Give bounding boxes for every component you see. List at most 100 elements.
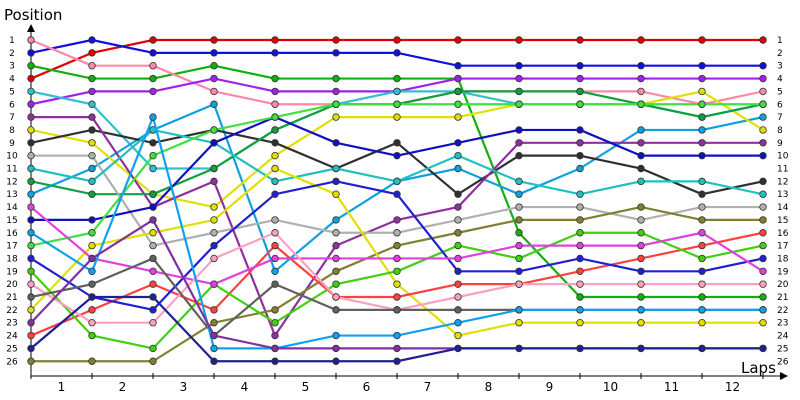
data-point — [698, 190, 706, 198]
data-point — [27, 344, 35, 353]
data-point — [454, 74, 462, 83]
y-tick-left: 7 — [9, 113, 15, 123]
data-point — [637, 87, 645, 96]
x-tick-label: 10 — [603, 380, 618, 394]
data-point — [88, 177, 96, 186]
data-point — [637, 126, 645, 134]
series-1 — [27, 36, 767, 83]
y-axis-arrow — [27, 24, 35, 32]
data-point — [759, 177, 767, 186]
y-tick-left: 8 — [9, 126, 15, 136]
data-point — [759, 241, 767, 250]
data-point — [393, 293, 401, 301]
series-16 — [27, 100, 767, 250]
data-point — [454, 254, 462, 263]
series-19 — [27, 229, 767, 353]
data-point — [88, 113, 96, 121]
data-point — [515, 306, 523, 314]
data-point — [27, 87, 35, 96]
data-point — [576, 306, 584, 314]
series-line — [31, 115, 763, 221]
data-point — [759, 344, 767, 353]
data-point — [637, 74, 645, 83]
data-point — [149, 139, 157, 147]
data-point — [88, 139, 96, 147]
y-tick-left: 23 — [6, 319, 17, 329]
data-point — [149, 241, 157, 250]
y-tick-left: 25 — [6, 344, 17, 354]
data-point — [332, 344, 340, 353]
data-point — [88, 254, 96, 263]
data-point — [332, 254, 340, 263]
data-point — [637, 36, 645, 44]
y-tick-right: 8 — [777, 126, 783, 136]
data-point — [454, 87, 462, 96]
data-point — [515, 61, 523, 70]
data-point — [637, 229, 645, 237]
data-point — [576, 61, 584, 70]
data-point — [27, 190, 35, 198]
data-point — [271, 87, 279, 96]
data-point — [576, 151, 584, 160]
data-point — [576, 139, 584, 147]
series-line — [30, 231, 764, 350]
y-tick-right: 23 — [777, 319, 788, 329]
y-tick-right: 25 — [777, 344, 788, 354]
data-point — [393, 267, 401, 275]
data-point — [210, 254, 218, 263]
data-point — [759, 319, 767, 327]
data-point — [576, 164, 584, 173]
data-point — [698, 126, 706, 134]
data-point — [759, 306, 767, 314]
series-20 — [27, 177, 767, 314]
data-point — [759, 87, 767, 96]
data-point — [271, 49, 279, 57]
data-point — [27, 306, 35, 314]
y-axis-title: Position — [4, 6, 62, 24]
y-tick-left: 24 — [6, 332, 18, 342]
data-point — [637, 254, 645, 263]
data-point — [88, 126, 96, 134]
data-point — [393, 36, 401, 44]
data-point — [576, 319, 584, 327]
data-point — [637, 267, 645, 275]
data-point — [393, 87, 401, 96]
y-tick-right: 17 — [777, 242, 788, 252]
data-point — [515, 36, 523, 44]
data-point — [515, 267, 523, 275]
data-point — [454, 151, 462, 160]
data-point — [88, 319, 96, 327]
data-point — [515, 241, 523, 250]
data-point — [27, 139, 35, 147]
data-point — [759, 151, 767, 160]
data-point — [271, 267, 279, 275]
data-point — [27, 113, 35, 121]
data-point — [759, 280, 767, 288]
data-point — [698, 36, 706, 44]
data-point — [332, 293, 340, 301]
data-point — [88, 61, 96, 70]
data-point — [576, 74, 584, 83]
y-tick-left: 6 — [9, 100, 15, 110]
data-point — [210, 241, 218, 250]
data-point — [515, 280, 523, 288]
data-point — [210, 229, 218, 237]
y-tick-right: 22 — [777, 306, 788, 316]
data-point — [393, 229, 401, 237]
data-point — [393, 49, 401, 57]
data-point — [88, 306, 96, 314]
data-point — [759, 267, 767, 275]
data-point — [515, 254, 523, 263]
data-point — [637, 319, 645, 327]
data-point — [454, 36, 462, 44]
data-point — [210, 49, 218, 57]
data-point — [698, 139, 706, 147]
data-point — [149, 36, 157, 44]
y-tick-left: 11 — [6, 165, 17, 175]
data-point — [454, 100, 462, 108]
data-point — [515, 190, 523, 198]
y-tick-left: 21 — [6, 293, 17, 303]
series-21 — [27, 203, 767, 288]
data-point — [759, 203, 767, 211]
